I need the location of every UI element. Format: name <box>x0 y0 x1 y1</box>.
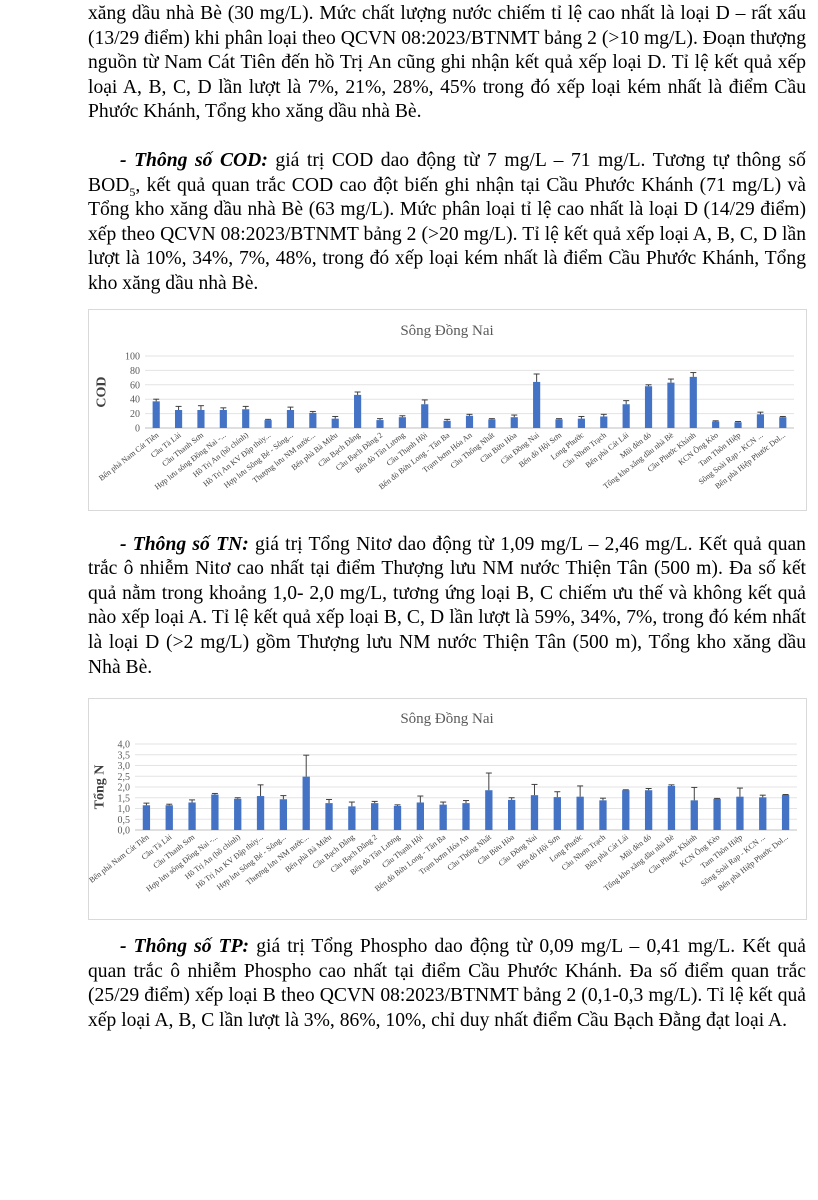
bar <box>734 421 742 428</box>
bar <box>622 403 630 428</box>
cod-subscript: 5 <box>129 184 136 199</box>
bar <box>667 382 675 428</box>
bar <box>462 803 470 831</box>
tn-chart: Sông Đồng Nai Tổng N 0,0 0,5 1,0 1,5 2,0 2,5 3,0… <box>88 698 807 921</box>
paragraph-tn: - Thông số TN: giá trị Tổng Nitơ dao độn… <box>88 533 806 681</box>
bar <box>443 420 451 428</box>
bar <box>152 400 160 428</box>
document-body: xăng dầu nhà Bè (30 mg/L). Mức chất lượn… <box>88 2 807 1033</box>
chart-title: Sông Đồng Nai <box>400 711 493 727</box>
tn-heading: - Thông số TN: <box>120 533 249 555</box>
y-axis-label: Tổng N <box>93 765 108 810</box>
bar <box>264 419 272 428</box>
y-tick-label: 80 <box>130 365 140 376</box>
bar <box>533 381 541 428</box>
cod-chart: Sông Đồng Nai COD 0 20 40 60 80 100 Bến phà Nam … <box>88 308 807 511</box>
bar <box>188 802 196 831</box>
y-tick-label: 100 <box>125 351 140 362</box>
bar <box>689 376 697 428</box>
bar <box>439 804 447 831</box>
cod-heading: - Thông số COD: <box>120 149 268 171</box>
y-tick-label: 3,5 <box>118 750 131 761</box>
paragraph-cod: - Thông số COD: giá trị COD dao động từ … <box>88 149 806 297</box>
y-tick-label: 0 <box>135 423 140 434</box>
bar <box>325 803 333 831</box>
x-tick-label: Bến phà Nam Cát Tiên <box>97 430 160 482</box>
cod-text-b: , kết quả quan trắc COD cao đột biến ghi… <box>88 174 806 294</box>
bar <box>348 806 356 831</box>
bar <box>690 800 698 831</box>
y-axis-label: COD <box>95 376 110 407</box>
bar <box>256 796 265 831</box>
bar <box>508 799 516 831</box>
x-tick-label: Bến phà Nam Cát Tiên <box>89 833 151 885</box>
y-tick-label: 0,5 <box>118 815 131 826</box>
bar <box>421 403 429 428</box>
bar <box>736 796 744 831</box>
bar <box>779 416 787 428</box>
bar <box>354 394 362 428</box>
bar <box>376 419 384 428</box>
bar <box>488 418 496 428</box>
bar <box>576 796 584 831</box>
tp-text: giá trị Tổng Phospho dao động từ 0,09 mg… <box>88 936 806 1031</box>
bar <box>555 418 563 428</box>
y-tick-label: 3,0 <box>118 761 131 772</box>
tn-text: giá trị Tổng Nitơ dao động từ 1,09 mg/L … <box>88 533 806 678</box>
bar <box>142 805 151 831</box>
bar <box>242 408 250 428</box>
bar <box>279 799 288 831</box>
paragraph-bod-conclusion: xăng dầu nhà Bè (30 mg/L). Mức chất lượn… <box>88 3 806 123</box>
bar <box>393 806 402 831</box>
bar <box>781 795 790 831</box>
bar <box>234 798 242 831</box>
bar <box>577 418 585 428</box>
y-tick-label: 1,0 <box>118 804 131 815</box>
bar <box>309 412 317 428</box>
bar <box>371 803 379 831</box>
bar <box>211 794 219 831</box>
y-tick-label: 60 <box>130 380 140 391</box>
tp-heading: - Thông số TP: <box>120 936 250 958</box>
bar <box>712 421 720 428</box>
bar <box>165 805 173 831</box>
y-tick-label: 1,5 <box>118 793 131 804</box>
y-tick-label: 2,5 <box>118 772 131 783</box>
bar <box>713 798 721 831</box>
bar <box>398 416 406 428</box>
tn-chart-svg: Sông Đồng Nai Tổng N 0,00,51,01,52,02,53,0… <box>89 711 797 894</box>
bar <box>600 416 608 428</box>
bar <box>667 786 676 831</box>
bar <box>485 790 493 831</box>
bar <box>622 790 630 831</box>
bar <box>644 790 653 831</box>
y-tick-label: 20 <box>130 409 140 420</box>
bar <box>331 418 339 428</box>
y-tick-label: 2,0 <box>118 783 131 794</box>
bar <box>465 415 474 428</box>
bar <box>197 409 205 428</box>
bar <box>174 409 183 428</box>
bar <box>530 795 539 831</box>
chart-title: Sông Đồng Nai <box>400 323 493 339</box>
bar <box>416 802 424 831</box>
bar <box>759 797 767 831</box>
cod-text-a: giá trị COD dao động từ 7 mg/L – 71 mg/L… <box>88 149 806 196</box>
bar <box>286 409 295 428</box>
y-tick-label: 0,0 <box>118 826 131 837</box>
bar <box>219 409 227 428</box>
paragraph-tp: - Thông số TP: giá trị Tổng Phospho dao … <box>88 935 806 1033</box>
y-tick-label: 40 <box>130 394 140 405</box>
cod-chart-svg: Sông Đồng Nai COD 0 20 40 60 80 100 Bến phà Nam … <box>95 323 794 491</box>
bar <box>644 385 653 428</box>
bar <box>302 776 310 831</box>
bar <box>599 800 607 831</box>
bar <box>756 413 765 428</box>
y-tick-label: 4,0 <box>118 740 131 751</box>
bar <box>553 797 561 831</box>
bar <box>510 416 518 428</box>
